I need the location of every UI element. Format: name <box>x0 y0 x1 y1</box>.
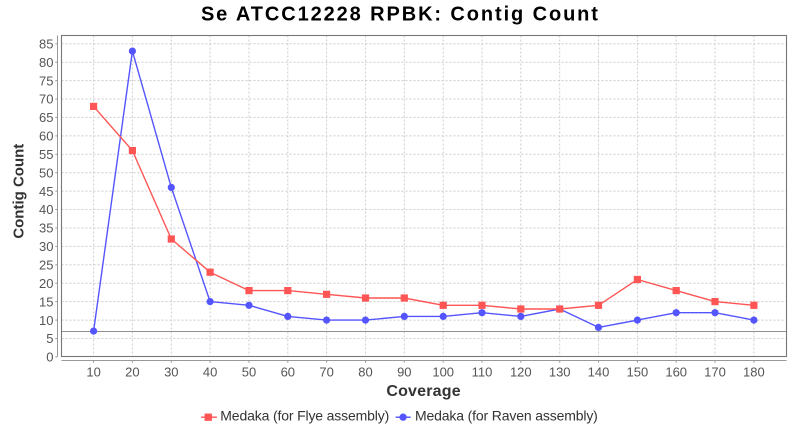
svg-text:65: 65 <box>39 110 53 125</box>
svg-text:0: 0 <box>46 350 53 365</box>
svg-text:110: 110 <box>472 365 493 380</box>
svg-text:30: 30 <box>39 239 53 254</box>
svg-text:80: 80 <box>39 55 53 70</box>
svg-text:20: 20 <box>39 276 53 291</box>
svg-text:Medaka (for Raven assembly): Medaka (for Raven assembly) <box>415 407 598 423</box>
svg-text:5: 5 <box>46 331 53 346</box>
svg-text:100: 100 <box>432 365 454 380</box>
svg-text:60: 60 <box>281 365 295 380</box>
svg-text:140: 140 <box>588 365 610 380</box>
svg-text:40: 40 <box>203 365 217 380</box>
svg-text:55: 55 <box>39 147 53 162</box>
svg-text:40: 40 <box>39 202 53 217</box>
svg-text:Coverage: Coverage <box>386 383 461 400</box>
svg-text:70: 70 <box>39 92 53 107</box>
svg-text:120: 120 <box>510 365 532 380</box>
svg-text:25: 25 <box>39 258 53 273</box>
svg-text:90: 90 <box>397 365 411 380</box>
svg-text:70: 70 <box>319 365 333 380</box>
svg-text:20: 20 <box>125 365 139 380</box>
svg-text:180: 180 <box>743 365 765 380</box>
svg-text:50: 50 <box>242 365 256 380</box>
svg-text:130: 130 <box>549 365 571 380</box>
svg-text:150: 150 <box>627 365 649 380</box>
svg-text:60: 60 <box>39 129 53 144</box>
svg-text:50: 50 <box>39 165 53 180</box>
svg-text:80: 80 <box>358 365 372 380</box>
svg-text:Se ATCC12228 RPBK: Contig Coun: Se ATCC12228 RPBK: Contig Count <box>201 3 600 25</box>
svg-text:75: 75 <box>39 73 53 88</box>
svg-text:35: 35 <box>39 221 53 236</box>
svg-text:10: 10 <box>39 313 53 328</box>
svg-text:170: 170 <box>704 365 726 380</box>
svg-text:160: 160 <box>665 365 687 380</box>
svg-text:45: 45 <box>39 184 53 199</box>
svg-text:10: 10 <box>86 365 100 380</box>
svg-text:15: 15 <box>39 294 53 309</box>
svg-text:30: 30 <box>164 365 178 380</box>
svg-text:Medaka (for Flye assembly): Medaka (for Flye assembly) <box>220 407 389 423</box>
svg-text:85: 85 <box>39 37 53 52</box>
svg-text:Contig Count: Contig Count <box>11 144 28 239</box>
